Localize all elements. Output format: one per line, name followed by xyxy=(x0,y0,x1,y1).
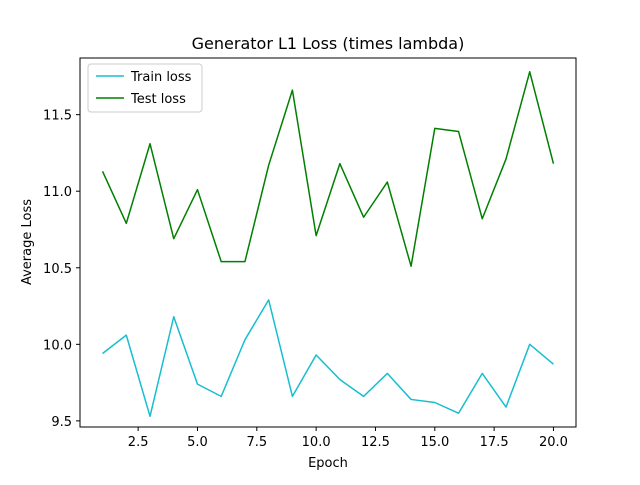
x-tick-label: 12.5 xyxy=(361,435,390,450)
series-layer xyxy=(101,71,555,418)
plot-area-frame xyxy=(79,57,577,428)
chart-title: Generator L1 Loss (times lambda) xyxy=(192,34,465,53)
x-axis-ticks: 2.5 5.0 7.5 10.0 12.5 15.0 17.5 20.0 xyxy=(128,427,568,450)
x-tick-label: 15.0 xyxy=(420,435,449,450)
series-line-test-loss xyxy=(101,71,555,267)
x-tick-label: 10.0 xyxy=(302,435,331,450)
legend: Train loss Test loss xyxy=(87,63,203,113)
y-tick-label: 9.5 xyxy=(51,415,72,430)
x-tick-label: 7.5 xyxy=(246,435,267,450)
legend-label-test-loss: Test loss xyxy=(130,92,186,107)
x-tick-label: 20.0 xyxy=(539,435,568,450)
x-tick-label: 2.5 xyxy=(128,435,149,450)
y-tick-label: 11.0 xyxy=(43,185,72,200)
y-tick-label: 10.5 xyxy=(43,262,72,277)
series-line-train-loss xyxy=(102,299,554,418)
x-tick-label: 17.5 xyxy=(480,435,509,450)
y-tick-label: 10.0 xyxy=(43,338,72,353)
x-axis-label: Epoch xyxy=(308,456,348,471)
y-axis-ticks: 9.5 10.0 10.5 11.0 11.5 xyxy=(43,109,80,430)
y-axis-label: Average Loss xyxy=(20,199,35,285)
y-tick-label: 11.5 xyxy=(43,109,72,124)
x-tick-label: 5.0 xyxy=(187,435,208,450)
legend-label-train-loss: Train loss xyxy=(130,70,192,85)
